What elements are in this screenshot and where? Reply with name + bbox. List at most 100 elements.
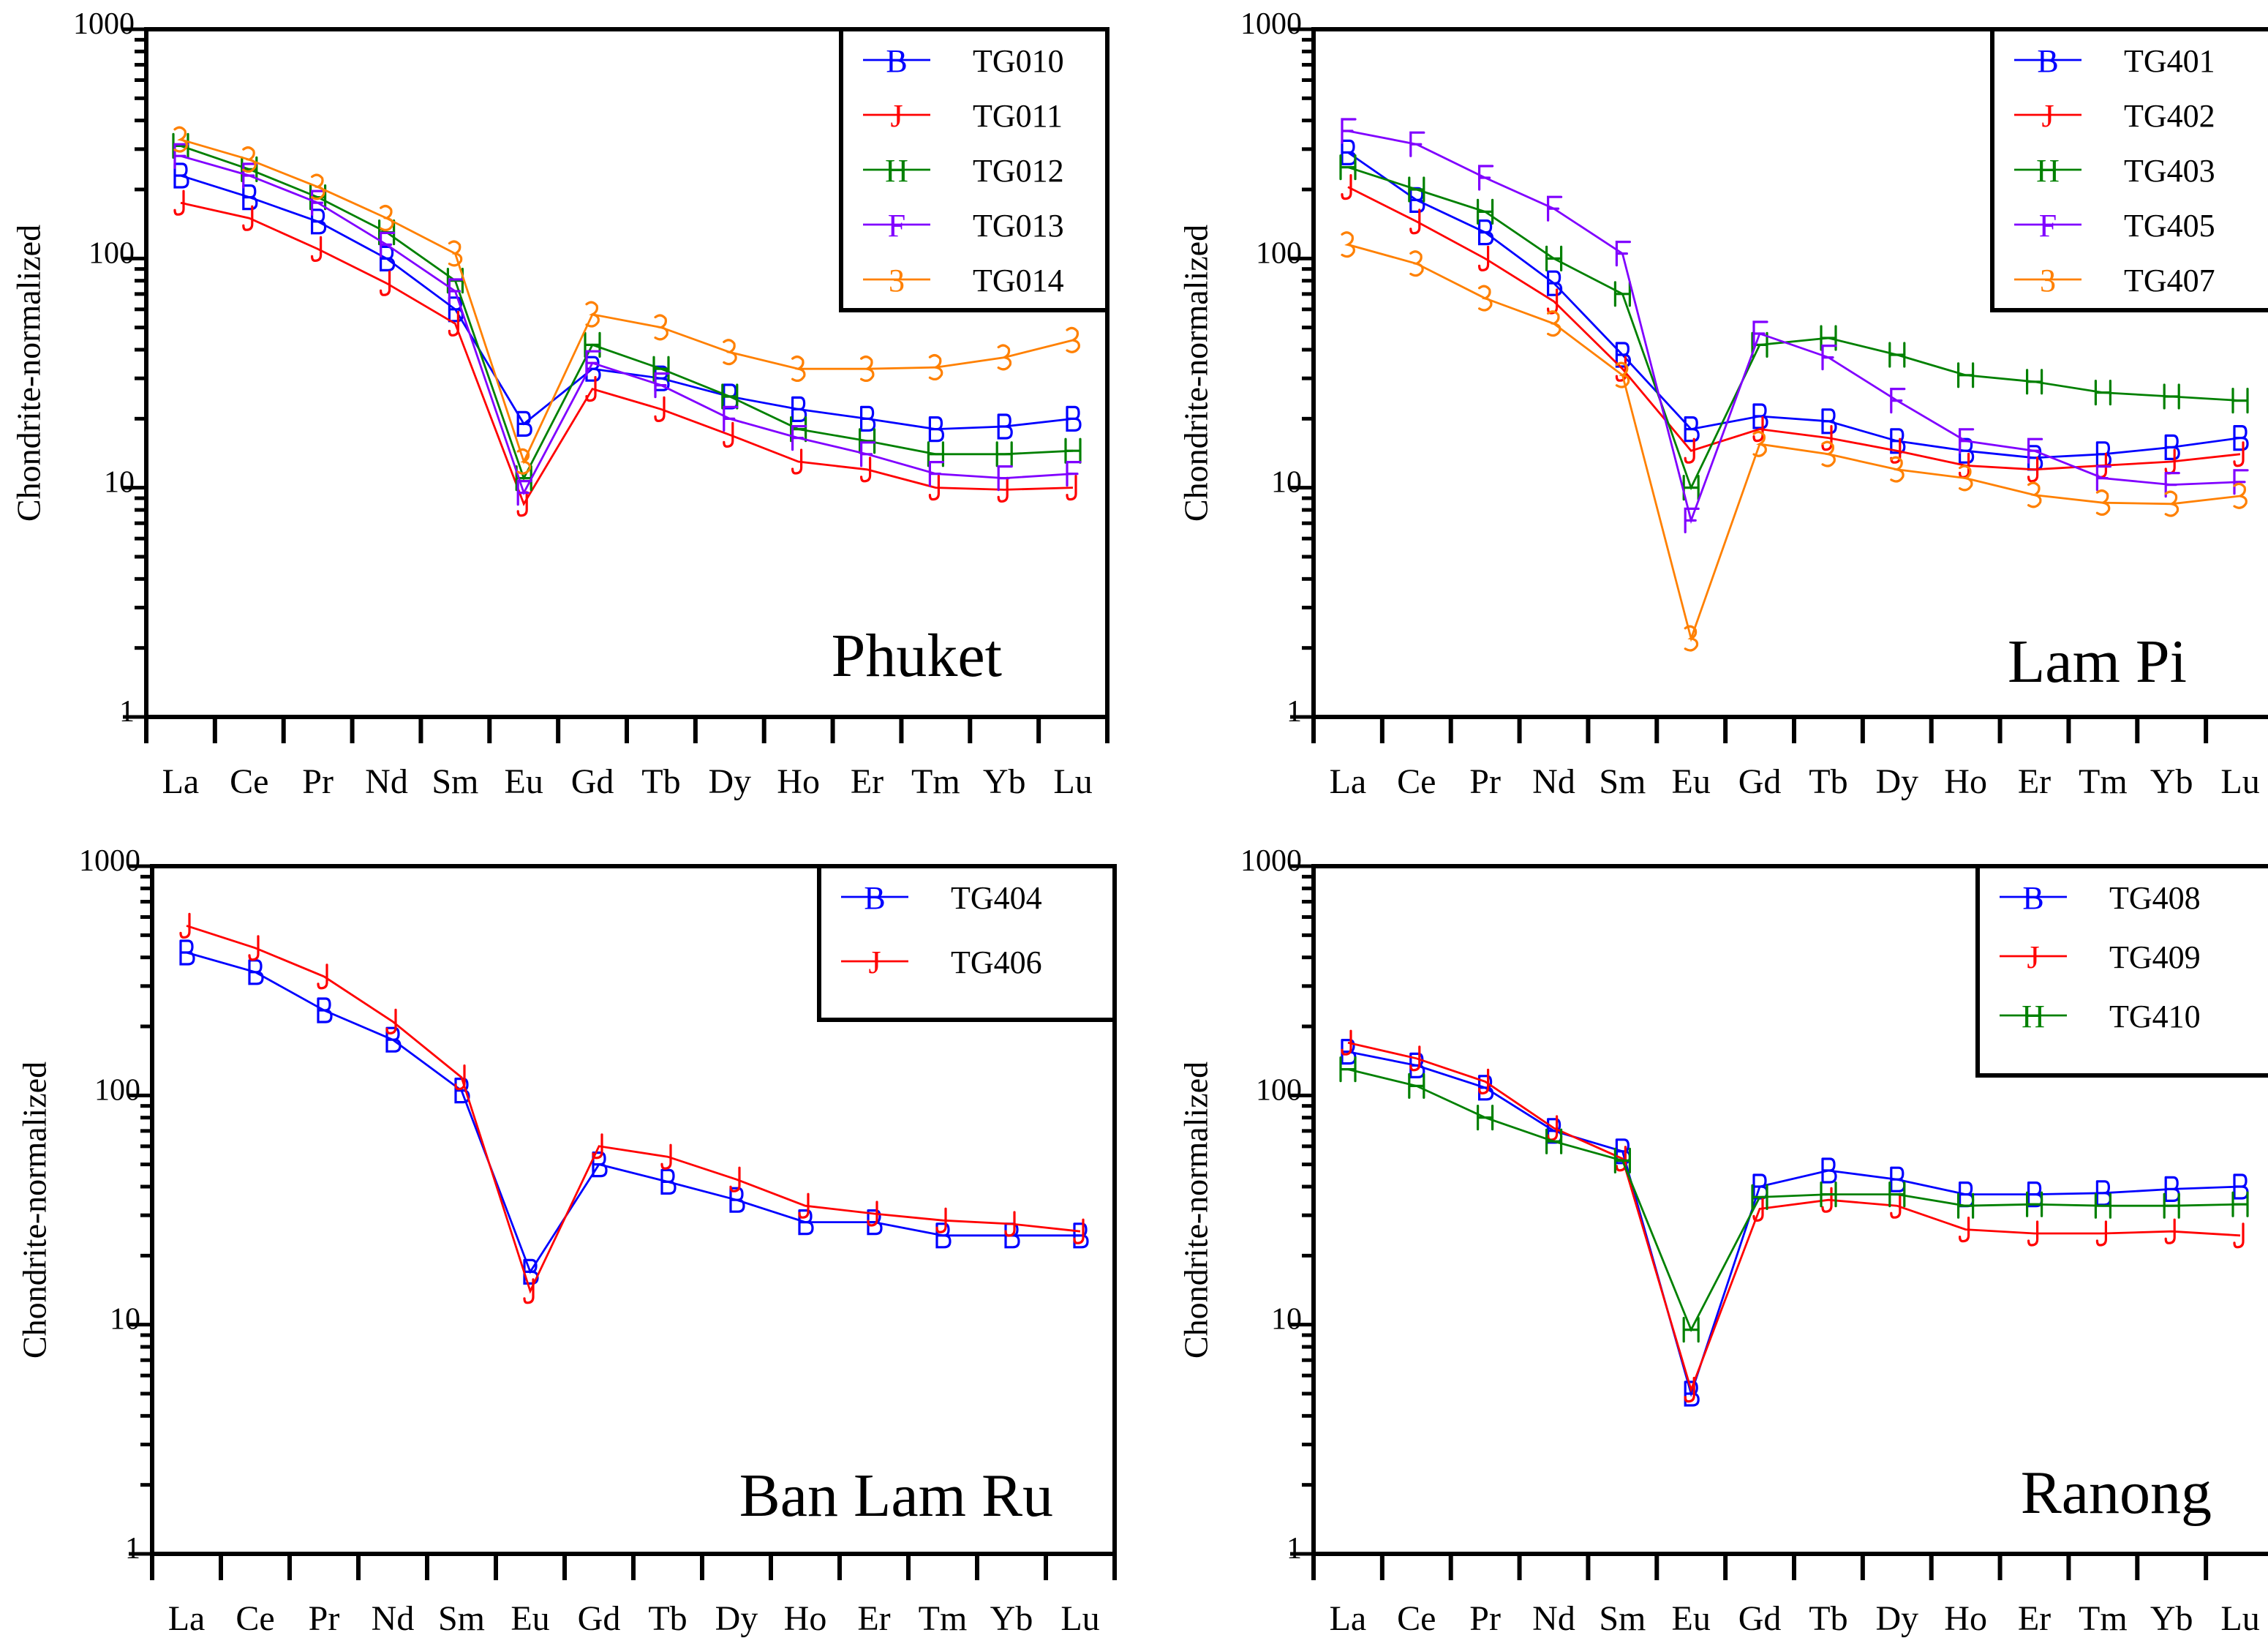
data-point-marker [654, 314, 668, 341]
data-point-marker [179, 912, 191, 939]
data-point-marker [935, 1207, 947, 1233]
data-point-marker [1066, 460, 1082, 487]
data-point-marker [1957, 1192, 1975, 1219]
x-tick-label: Dy [708, 762, 751, 801]
legend-marker: B [2037, 43, 2058, 79]
legend-label: TG014 [973, 263, 1064, 298]
series-TG406 [179, 912, 1085, 1304]
data-point-marker [1615, 241, 1631, 267]
y-tick-label: 1000 [79, 844, 140, 878]
series-TG013 [173, 143, 1082, 506]
data-point-marker [516, 410, 532, 437]
data-point-marker [791, 396, 807, 423]
x-tick-label: Ho [1944, 1599, 1987, 1638]
x-tick-label: Sm [432, 762, 478, 801]
data-point-marker [997, 465, 1013, 492]
data-point-marker [1820, 1181, 1837, 1208]
data-point-marker [2095, 1180, 2111, 1206]
data-point-marker [859, 356, 875, 383]
x-tick-label: Lu [2220, 1599, 2259, 1638]
x-tick-label: Eu [1672, 1599, 1711, 1638]
data-point-marker [1477, 219, 1494, 246]
legend-marker: J [2041, 98, 2054, 134]
data-point-marker [1339, 154, 1357, 181]
data-point-marker [311, 236, 323, 262]
series-TG408 [1341, 1038, 2249, 1407]
data-point-marker [859, 457, 872, 483]
data-point-marker [2231, 387, 2249, 414]
legend-marker: H [885, 153, 908, 189]
x-tick-label: Sm [438, 1599, 485, 1638]
data-point-marker [2164, 490, 2180, 517]
data-point-marker [1409, 208, 1421, 235]
data-point-marker [2026, 369, 2043, 395]
data-point-marker [1957, 362, 1975, 388]
data-point-marker [928, 474, 941, 501]
data-point-marker [928, 460, 945, 487]
data-point-marker [997, 476, 1009, 503]
data-point-marker [729, 1166, 741, 1192]
data-point-marker [723, 405, 739, 432]
data-point-marker [2164, 1176, 2180, 1203]
data-point-marker [723, 339, 737, 366]
data-point-marker [1752, 416, 1764, 443]
data-point-marker [585, 375, 597, 402]
data-point-marker [516, 479, 532, 506]
data-point-marker [1959, 428, 1975, 454]
x-tick-label: La [1330, 762, 1367, 801]
data-point-marker [859, 441, 876, 467]
x-tick-label: Tm [911, 762, 960, 801]
legend-marker: J [2027, 939, 2039, 975]
data-point-marker [173, 126, 188, 153]
legend-label: TG408 [2109, 880, 2201, 916]
y-tick-label: 10 [1271, 466, 1302, 500]
x-tick-label: Eu [1672, 762, 1711, 801]
x-tick-label: Er [2018, 1599, 2051, 1638]
x-tick-label: Lu [1053, 762, 1092, 801]
x-tick-label: Er [857, 1599, 890, 1638]
x-tick-label: Gd [1738, 1599, 1782, 1638]
data-point-marker [1409, 131, 1425, 157]
data-point-marker [1682, 1316, 1700, 1343]
y-tick-label: 1000 [73, 7, 135, 41]
series-line [1347, 1041, 2241, 1393]
data-point-marker [1547, 288, 1559, 315]
data-point-marker [2233, 441, 2245, 467]
data-point-marker [516, 448, 532, 475]
series-line [186, 951, 1080, 1274]
plot-frame [1311, 864, 2268, 1556]
data-point-marker [997, 413, 1013, 440]
x-tick-label: Pr [302, 762, 334, 801]
data-point-marker [1477, 245, 1490, 271]
legend-label: TG011 [973, 98, 1063, 134]
data-point-marker [1341, 231, 1355, 258]
panel-title: Ban Lam Ru [739, 1462, 1053, 1530]
data-point-marker [660, 1143, 672, 1170]
panel-title: Ranong [2021, 1459, 2212, 1527]
x-tick-label: Ho [784, 1599, 827, 1638]
y-tick-label: 1000 [1240, 7, 1302, 41]
y-axis-label: Chondrite-normalized [16, 1062, 53, 1359]
data-point-marker [1890, 1192, 1902, 1219]
x-tick-label: Gd [578, 1599, 621, 1638]
data-point-marker [242, 146, 257, 173]
legend: B TG010 J TG011 H TG012 F TG013 3 TG014 [839, 27, 1109, 312]
data-point-marker [928, 416, 945, 443]
data-point-marker [1751, 1184, 1768, 1211]
data-point-marker [2233, 424, 2249, 451]
x-tick-label: Er [851, 762, 884, 801]
data-point-marker [523, 1278, 535, 1304]
data-point-marker [1821, 440, 1836, 467]
legend-label: TG404 [951, 880, 1042, 916]
x-tick-label: Nd [1532, 1599, 1575, 1638]
data-point-marker [179, 939, 195, 966]
x-tick-label: Er [2018, 762, 2051, 801]
legend-marker: F [2039, 208, 2057, 244]
x-tick-label: Yb [2150, 1599, 2193, 1638]
y-axis-label: Chondrite-normalized [1178, 1062, 1215, 1359]
data-point-marker [1341, 174, 1352, 200]
legend-label: TG409 [2109, 939, 2201, 975]
legend-marker: B [864, 880, 885, 916]
x-tick-label: Pr [1469, 762, 1501, 801]
